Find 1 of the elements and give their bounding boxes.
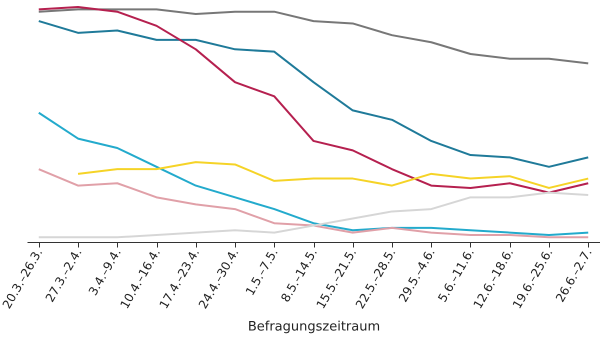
x-axis-title: Befragungszeitraum — [248, 320, 380, 335]
